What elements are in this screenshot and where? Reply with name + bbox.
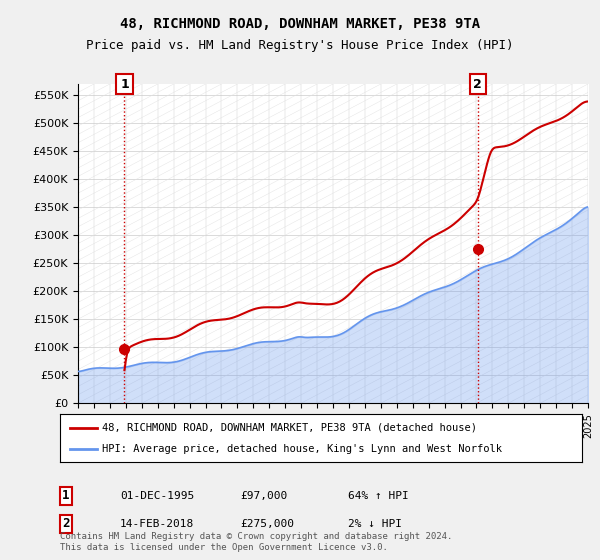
Text: 01-DEC-1995: 01-DEC-1995 (120, 491, 194, 501)
Text: £97,000: £97,000 (240, 491, 287, 501)
FancyBboxPatch shape (73, 84, 593, 403)
Text: 2% ↓ HPI: 2% ↓ HPI (348, 519, 402, 529)
Text: 1: 1 (120, 77, 129, 91)
Text: 64% ↑ HPI: 64% ↑ HPI (348, 491, 409, 501)
Text: 48, RICHMOND ROAD, DOWNHAM MARKET, PE38 9TA (detached house): 48, RICHMOND ROAD, DOWNHAM MARKET, PE38 … (102, 423, 477, 433)
Text: 2: 2 (473, 77, 482, 91)
Text: 2: 2 (62, 517, 70, 530)
Text: Contains HM Land Registry data © Crown copyright and database right 2024.
This d: Contains HM Land Registry data © Crown c… (60, 532, 452, 552)
Text: HPI: Average price, detached house, King's Lynn and West Norfolk: HPI: Average price, detached house, King… (102, 444, 502, 454)
Text: 14-FEB-2018: 14-FEB-2018 (120, 519, 194, 529)
Text: Price paid vs. HM Land Registry's House Price Index (HPI): Price paid vs. HM Land Registry's House … (86, 39, 514, 52)
Text: £275,000: £275,000 (240, 519, 294, 529)
Text: 1: 1 (62, 489, 70, 502)
Text: 48, RICHMOND ROAD, DOWNHAM MARKET, PE38 9TA: 48, RICHMOND ROAD, DOWNHAM MARKET, PE38 … (120, 17, 480, 31)
